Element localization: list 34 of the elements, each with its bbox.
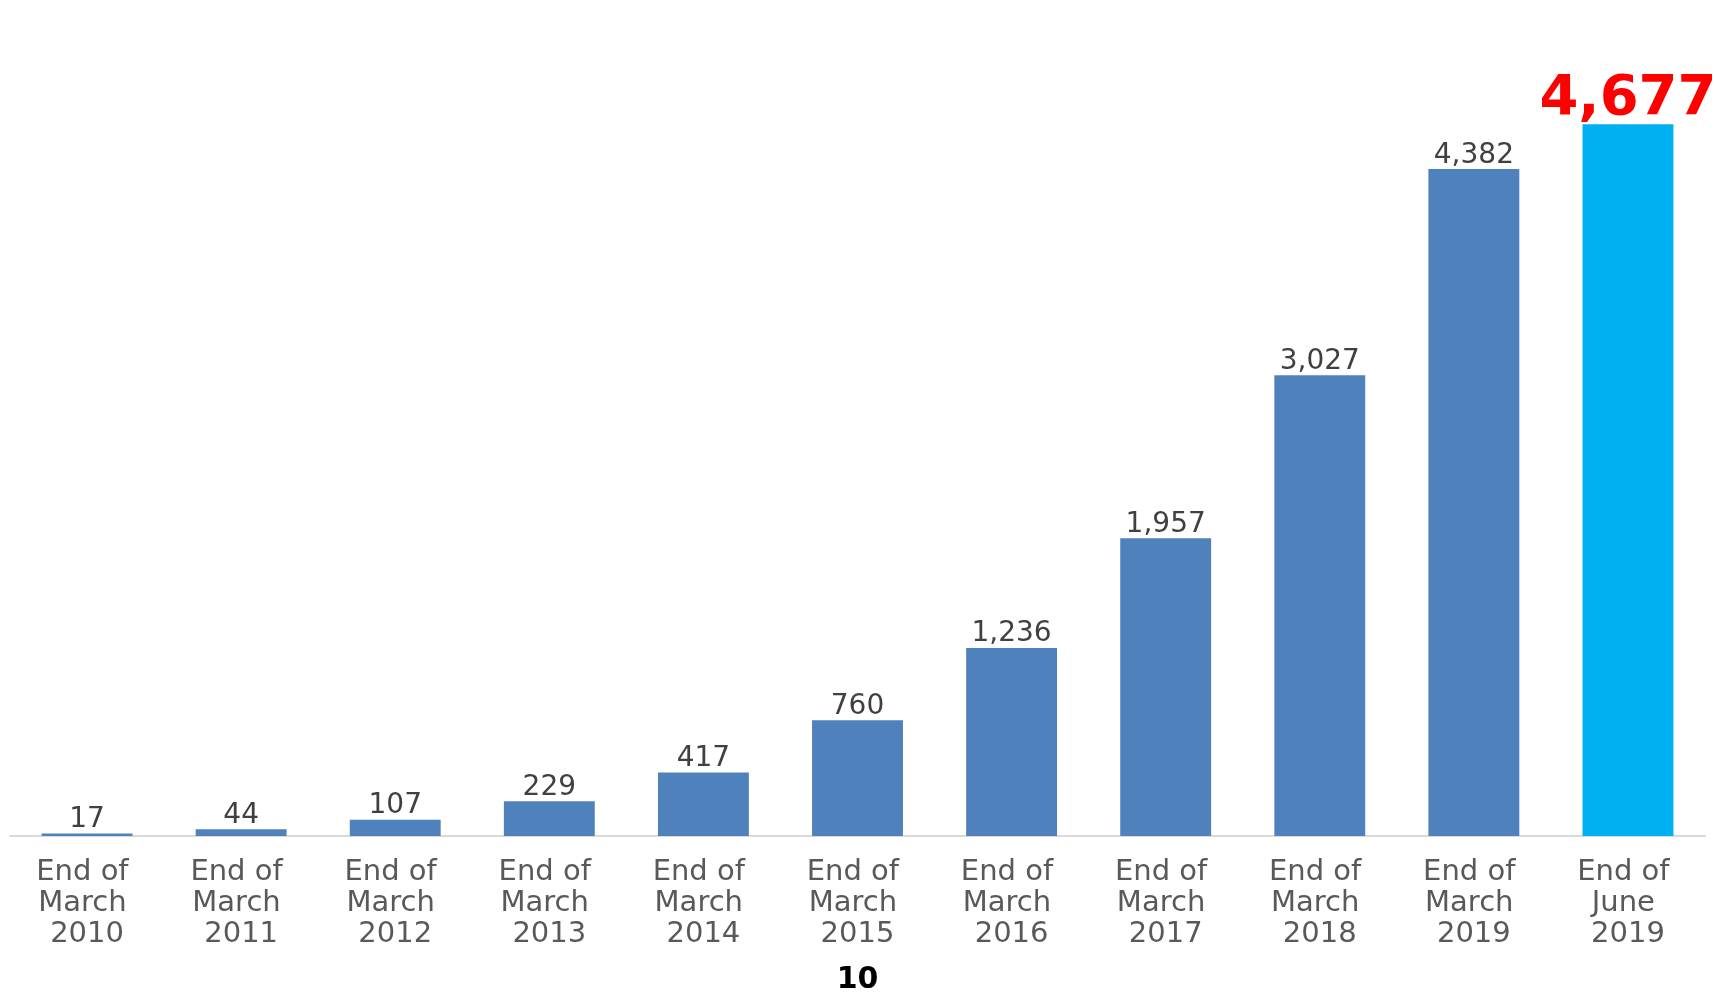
x-tick-label: End of March 2012 <box>344 852 446 949</box>
bar <box>349 819 441 836</box>
x-tick-label: End of March 2018 <box>1269 852 1371 949</box>
data-label: 417 <box>676 740 731 774</box>
x-tick-label: End of March 2015 <box>806 852 909 949</box>
data-label: 44 <box>223 796 259 830</box>
bar <box>1582 124 1674 836</box>
x-tick-label: End of March 2016 <box>960 852 1063 949</box>
data-label: 3,027 <box>1279 342 1360 376</box>
x-tick-label: End of March 2010 <box>36 852 138 949</box>
data-label: 4,677 <box>1539 61 1715 127</box>
data-label: 107 <box>368 787 422 821</box>
bar <box>503 801 595 836</box>
x-tick-label: End of June 2019 <box>1577 852 1679 949</box>
bar <box>966 647 1058 836</box>
data-label: 760 <box>830 687 885 721</box>
text: 10 <box>836 959 879 995</box>
x-tick-label: End of March 2019 <box>1423 852 1525 949</box>
x-tick-label: End of March 2014 <box>652 852 755 949</box>
bar <box>195 829 287 836</box>
bar <box>41 833 133 836</box>
bar <box>1274 375 1366 836</box>
x-tick-label: End of March 2011 <box>190 852 292 949</box>
data-label: 1,957 <box>1125 505 1206 539</box>
bar <box>812 720 903 836</box>
bar <box>1428 169 1520 836</box>
data-label: 17 <box>69 800 105 834</box>
x-tick-label: End of March 2013 <box>498 852 601 949</box>
bar <box>657 772 749 836</box>
data-label: 1,236 <box>971 615 1052 649</box>
data-label: 4,382 <box>1433 136 1514 170</box>
bar <box>1120 538 1212 836</box>
x-tick-label: End of March 2017 <box>1114 852 1217 949</box>
data-label: 229 <box>522 768 577 802</box>
